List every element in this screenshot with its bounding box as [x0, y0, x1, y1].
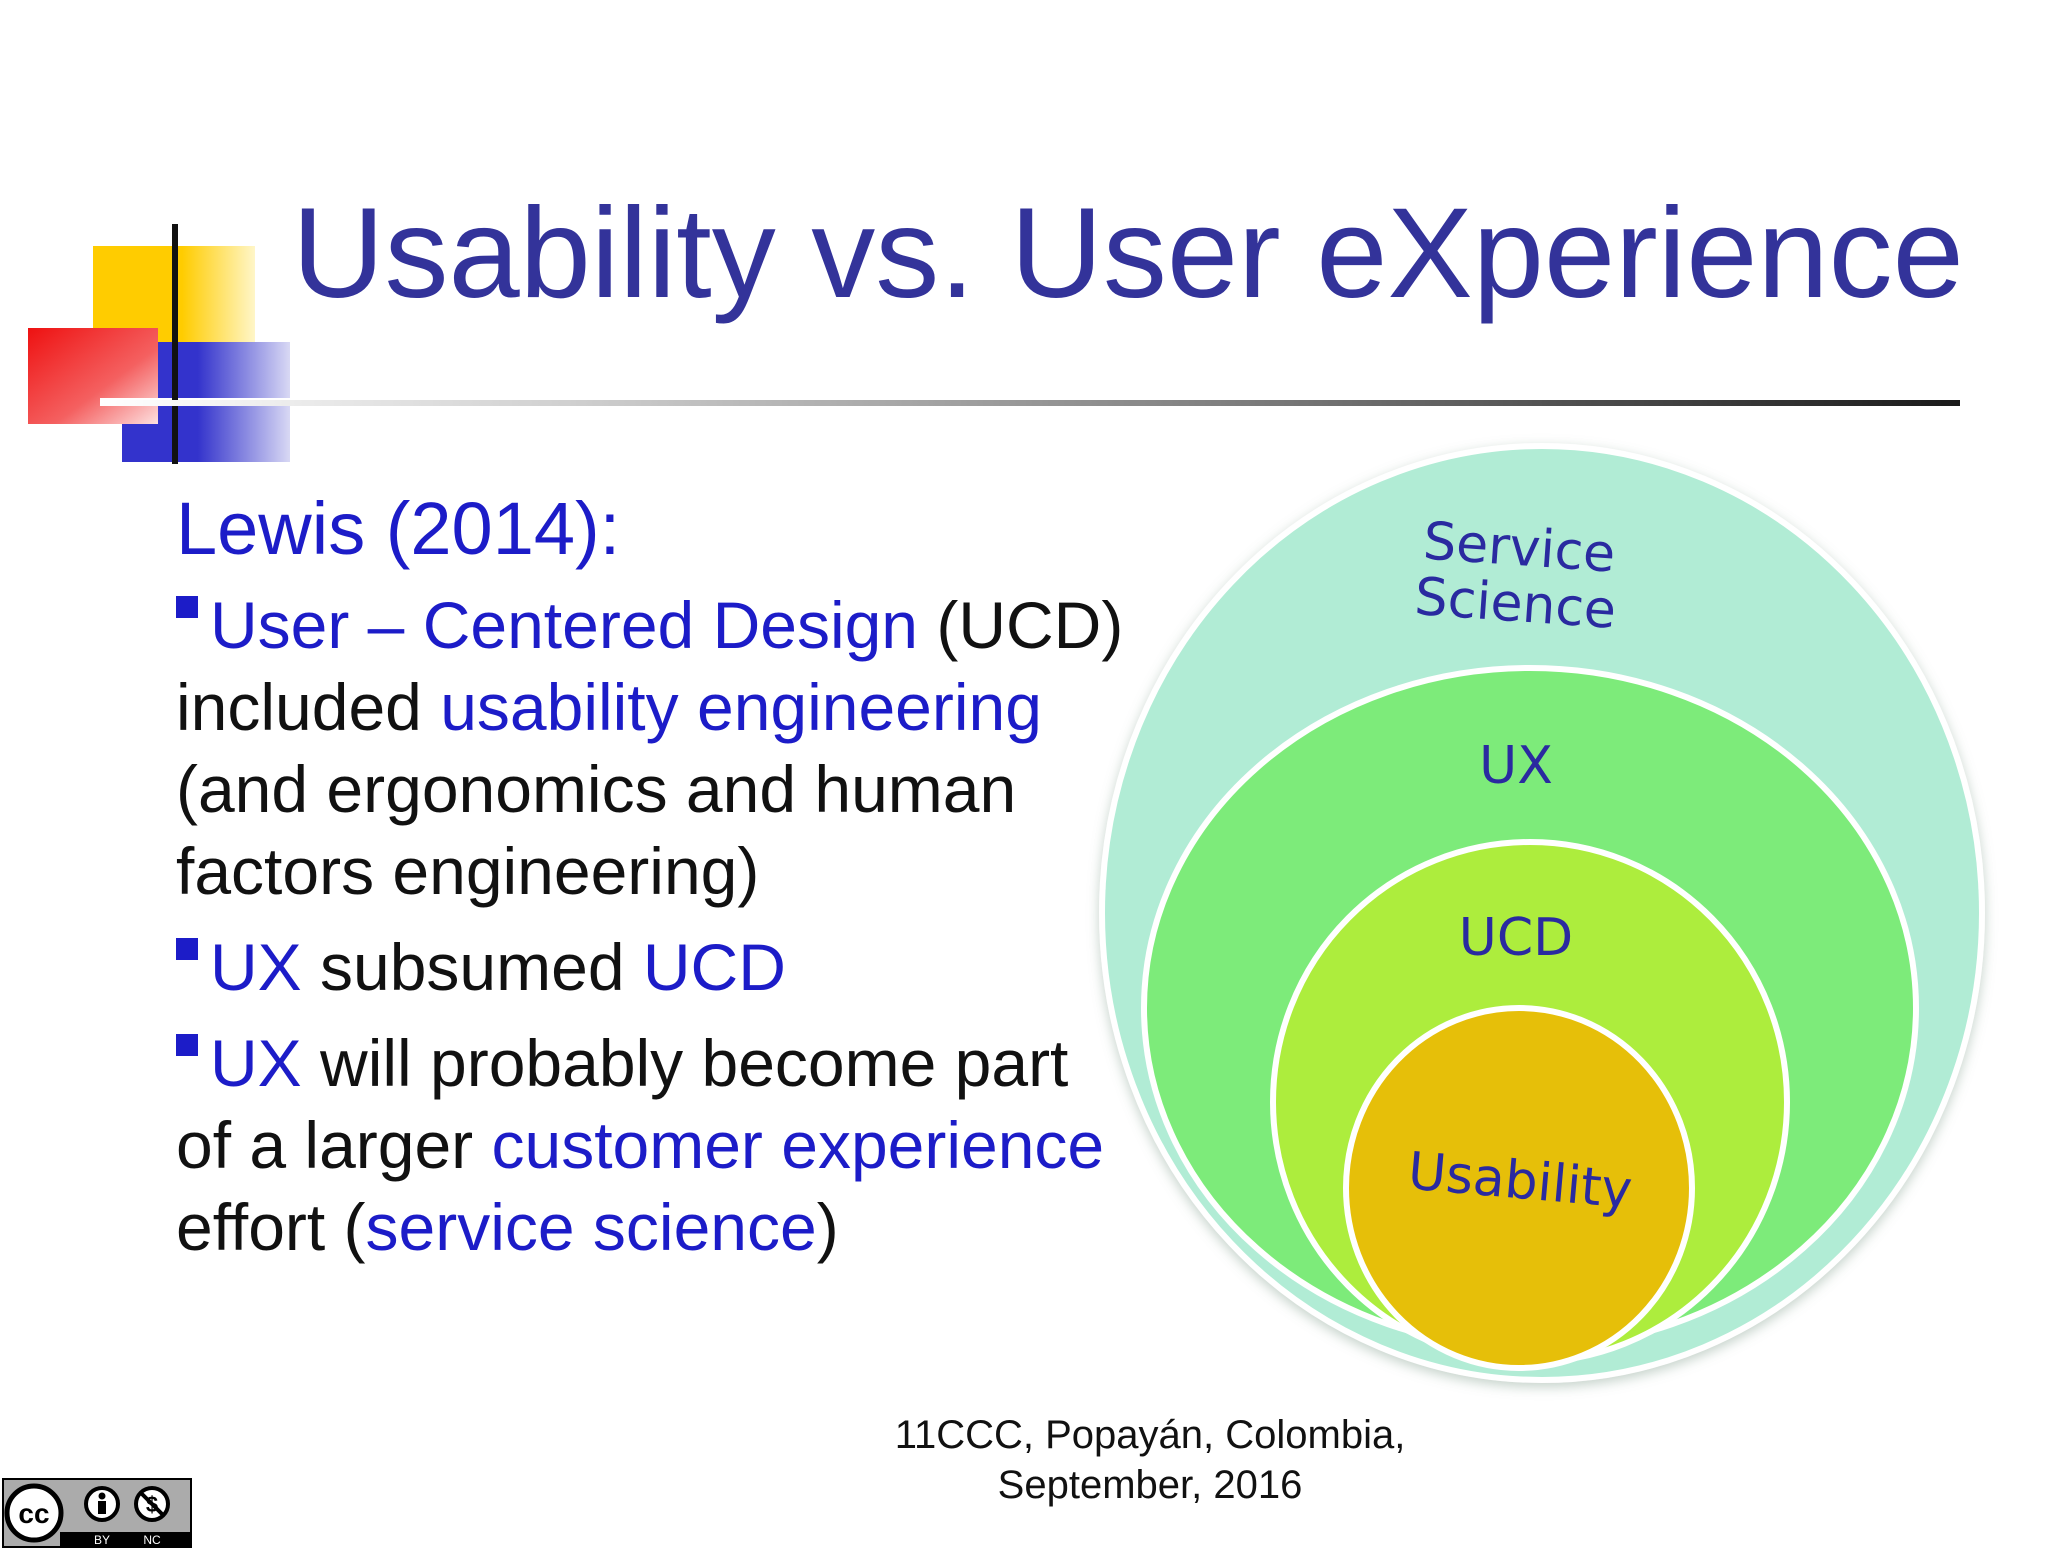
- cc-icon: cc: [4, 1483, 64, 1543]
- highlight-text: usability engineering: [440, 670, 1042, 744]
- slide-footer: 11CCC, Popayán, Colombia, September, 201…: [870, 1410, 1430, 1510]
- highlight-text: UCD: [642, 930, 786, 1004]
- highlight-text: UX: [210, 930, 302, 1004]
- body-text-segment: will probably become part of a larger: [176, 1026, 1069, 1182]
- by-icon: [84, 1486, 120, 1522]
- bullet-square-icon: [176, 596, 198, 618]
- footer-line: September, 2016: [997, 1463, 1303, 1507]
- logo-red-square: [28, 328, 158, 424]
- diagram-label: UX: [1479, 736, 1553, 796]
- highlight-text: service science: [365, 1190, 817, 1264]
- slide-title: Usability vs. User eXperience: [292, 182, 1964, 325]
- title-underline: [100, 400, 1960, 406]
- bullet-item: User – Centered Design (UCD) included us…: [176, 584, 1136, 912]
- body-text-segment: ): [816, 1190, 839, 1264]
- slide-body: Lewis (2014): User – Centered Design (UC…: [176, 488, 1136, 1268]
- cc-license-badge: cc $ BY NC: [2, 1478, 192, 1548]
- slide-heading: Lewis (2014):: [176, 487, 621, 570]
- footer-line: 11CCC, Popayán, Colombia,: [894, 1413, 1406, 1457]
- usability-circle: [1343, 1005, 1695, 1371]
- body-text-segment: (and ergonomics and human factors engine…: [176, 752, 1017, 908]
- license-label: BY: [94, 1533, 110, 1547]
- bullet-item: UX subsumed UCD: [176, 926, 1136, 1008]
- body-text-segment: subsumed: [301, 930, 643, 1004]
- bullet-square-icon: [176, 938, 198, 960]
- bullet-item: UX will probably become part of a larger…: [176, 1022, 1136, 1268]
- body-text-segment: effort (: [176, 1190, 366, 1264]
- diagram-label: ServiceScience: [1413, 511, 1622, 641]
- svg-text:cc: cc: [18, 1498, 49, 1529]
- license-label: NC: [143, 1533, 161, 1547]
- highlight-text: customer experience: [491, 1108, 1105, 1182]
- diagram-label: UCD: [1459, 908, 1573, 968]
- highlight-text: UX: [210, 1026, 302, 1100]
- bullet-square-icon: [176, 1034, 198, 1056]
- logo-black-bar: [172, 224, 178, 464]
- highlight-text: User – Centered Design: [210, 588, 919, 662]
- body-text-segment: (UCD) included: [176, 588, 1124, 744]
- nc-icon: $: [134, 1486, 170, 1522]
